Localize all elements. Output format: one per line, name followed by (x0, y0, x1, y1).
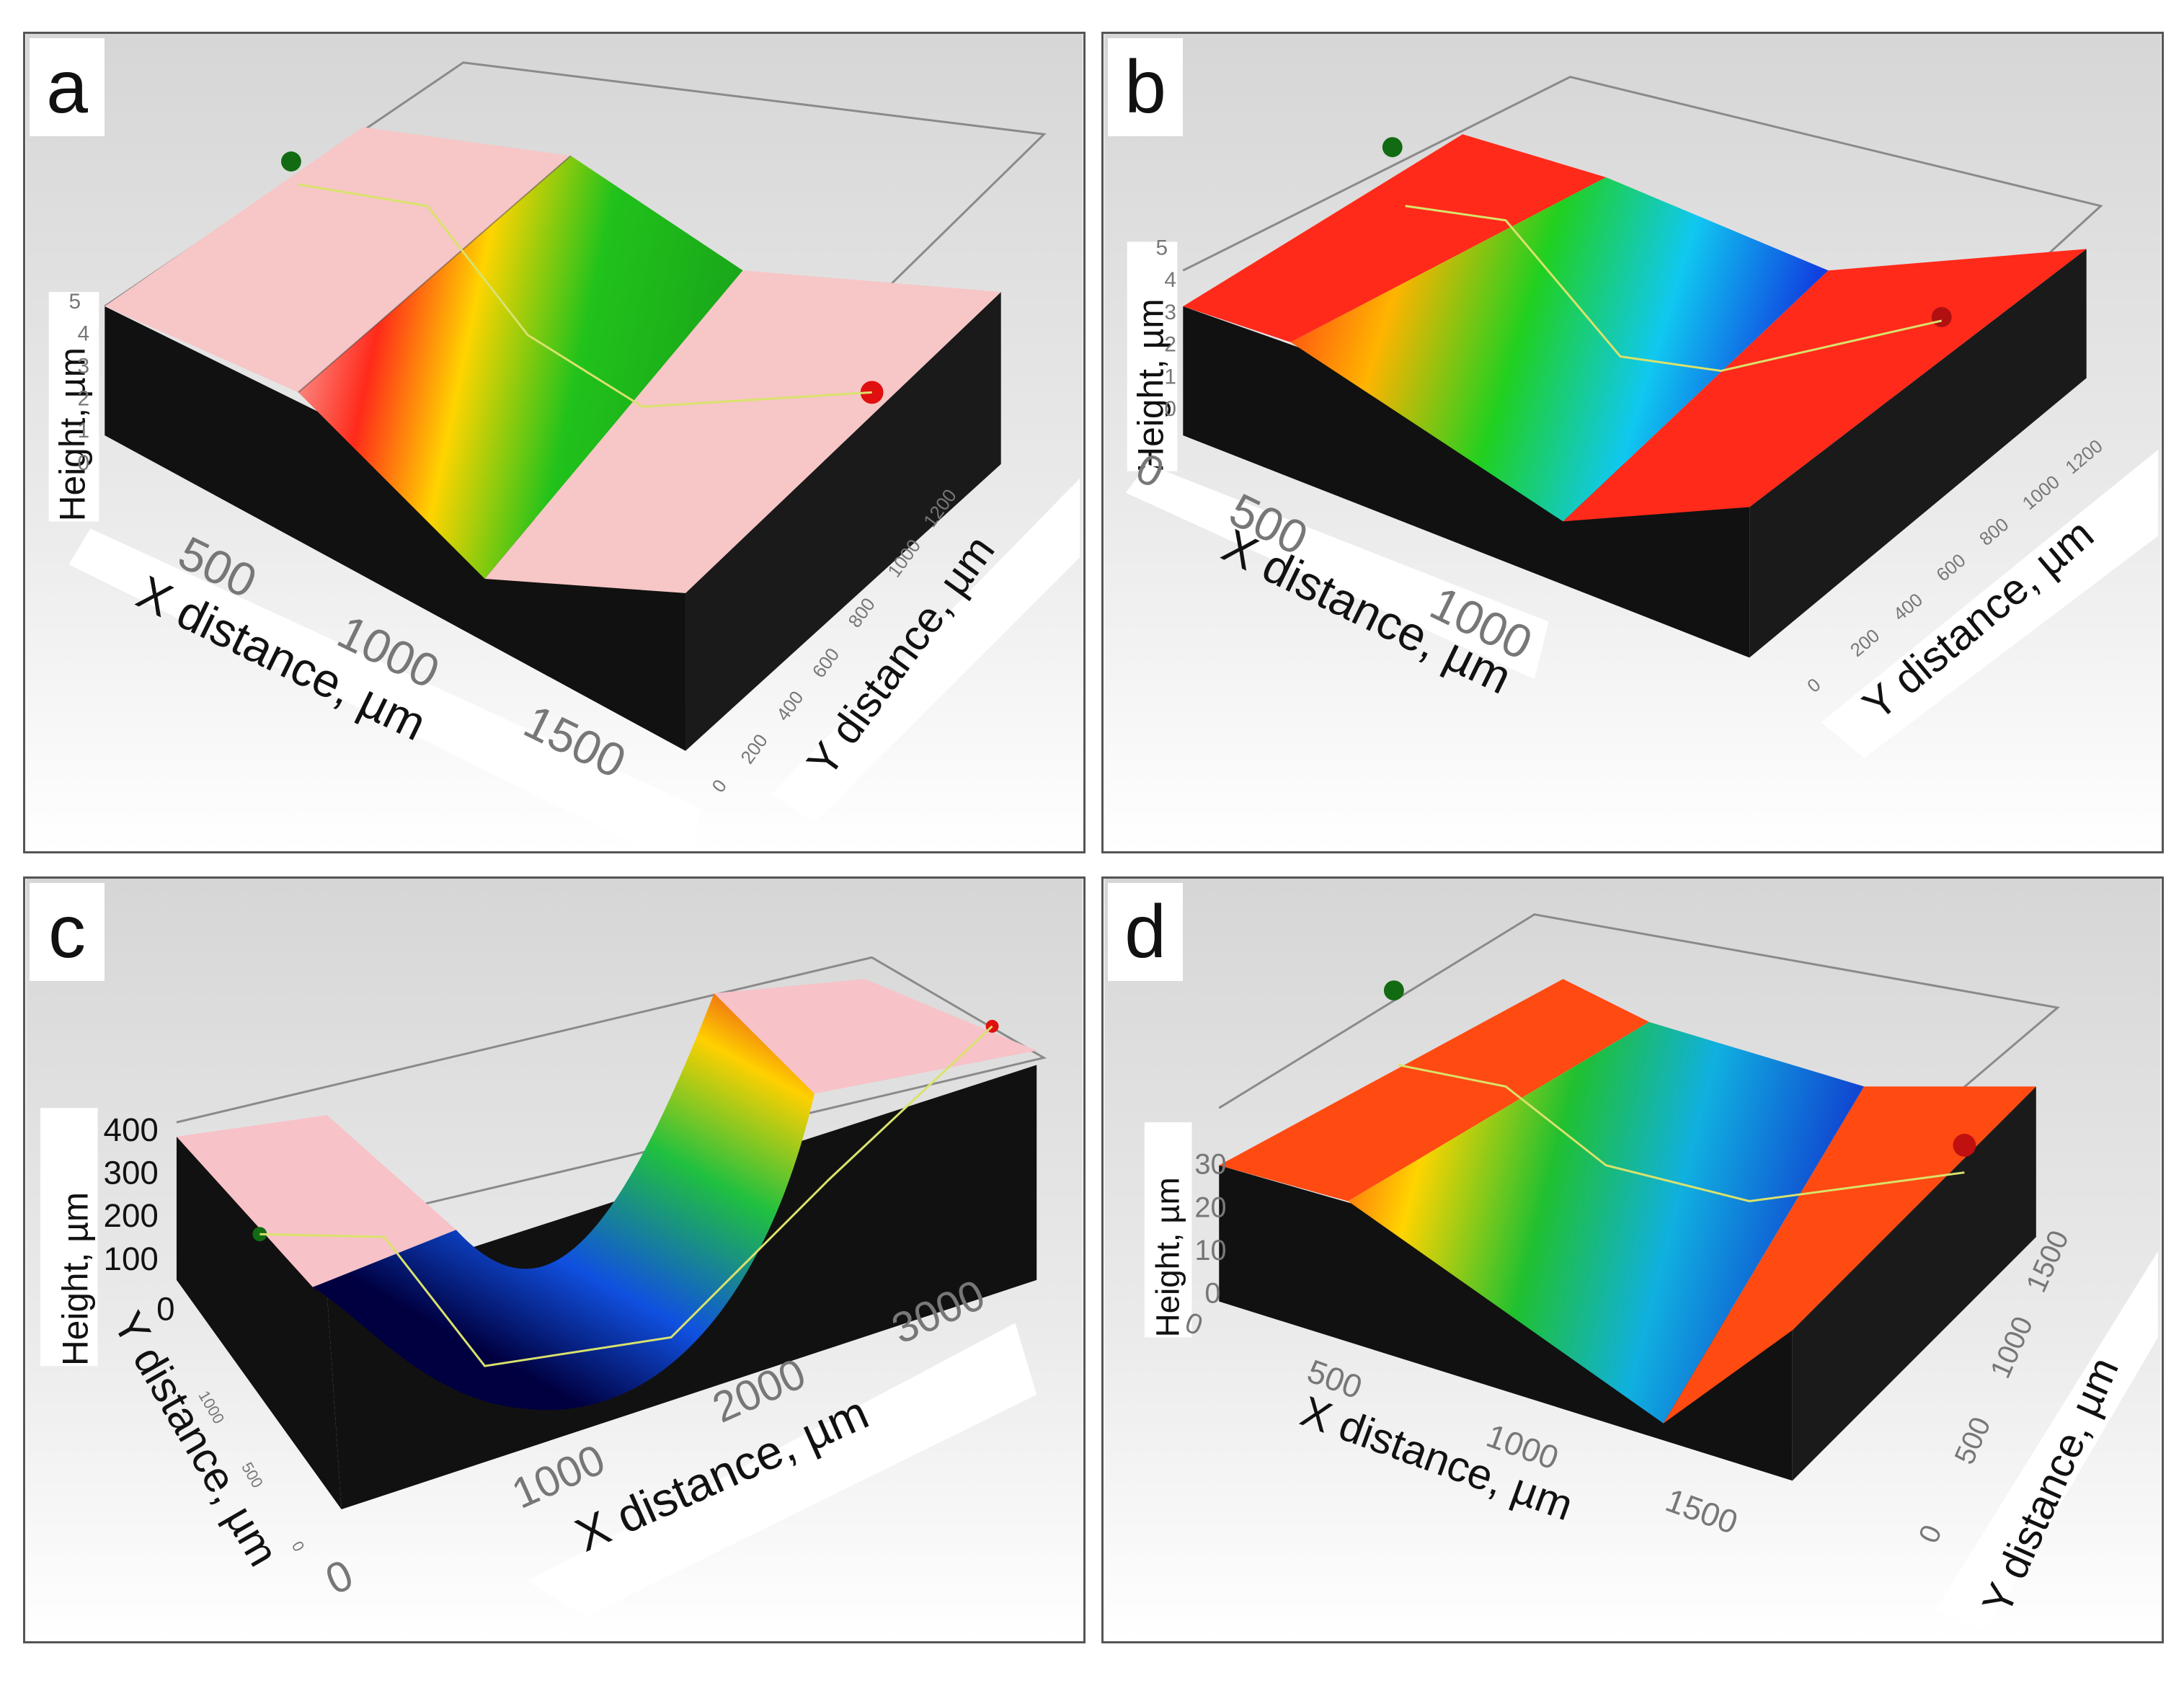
surface-plateau-left (176, 1115, 456, 1287)
height-tick: 300 (104, 1155, 159, 1191)
end-marker (1931, 306, 1952, 327)
surface-plateau-left (105, 127, 571, 393)
panel-label: b (1108, 38, 1183, 136)
height-tick: 0 (1204, 1278, 1220, 1310)
y-axis-label-box (771, 478, 1080, 823)
panel-a: Height, µm 5 4 3 2 1 0 X distance, µm 50… (23, 32, 1086, 853)
profile-line (298, 183, 872, 408)
surface-plot-c: Height, µm 400 300 200 100 0 X distance,… (26, 879, 1083, 1641)
surface-plateau-right (1563, 249, 2087, 522)
panel-c: Height, µm 400 300 200 100 0 X distance,… (23, 876, 1086, 1643)
height-axis-label: Height, µm (52, 347, 92, 521)
base-front-face (1183, 306, 1750, 658)
height-tick: 5 (1156, 236, 1168, 259)
height-tick: 0 (156, 1291, 174, 1328)
height-tick: 20 (1194, 1191, 1226, 1223)
surface-plateau-left (1183, 134, 1607, 342)
height-tick: 2 (1164, 333, 1176, 357)
height-tick: 0 (78, 451, 90, 475)
height-axis-label: Height, µm (1150, 1177, 1186, 1337)
base-front-face (105, 306, 686, 751)
surface-plateau-right (1663, 1086, 2036, 1424)
surface-plateau-left (1219, 979, 1649, 1202)
start-marker (1382, 137, 1403, 158)
profile-line (259, 1025, 993, 1367)
height-tick: 200 (104, 1197, 159, 1234)
profile-line (1398, 1064, 1965, 1202)
height-tick: 4 (1164, 268, 1176, 292)
height-tick: 5 (69, 290, 81, 314)
surface-plot-a: Height, µm 5 4 3 2 1 0 X distance, µm 50… (25, 34, 1083, 851)
height-axis-label: Height, µm (1130, 298, 1171, 472)
surface-plot-b: Height, µm 5 4 3 2 1 0 X distance, µm 0 … (1104, 34, 2162, 851)
surface-plateau-right (714, 979, 1037, 1094)
height-tick: 10 (1194, 1235, 1226, 1266)
surface-trench (298, 156, 743, 579)
base-side-face (685, 292, 1001, 751)
height-tick: 2 (78, 386, 90, 410)
height-axis-label-box (1127, 241, 1178, 471)
surface-trench (1290, 177, 1829, 522)
height-tick: 30 (1194, 1149, 1226, 1181)
surface-plot-d: Height, µm 30 20 10 0 X distance, µm 0 5… (1104, 879, 2161, 1641)
height-axis-label-box (40, 1108, 98, 1367)
panel-d: Height, µm 30 20 10 0 X distance, µm 0 5… (1101, 876, 2164, 1643)
panel-b: Height, µm 5 4 3 2 1 0 X distance, µm 0 … (1101, 32, 2164, 853)
panel-label: c (30, 883, 105, 981)
y-axis-label-box (1935, 1251, 2158, 1632)
height-tick: 1 (78, 419, 90, 443)
height-tick: 1 (1164, 365, 1176, 389)
base-front-face (176, 1136, 342, 1510)
start-marker (1383, 980, 1404, 1001)
height-tick: 3 (1164, 301, 1176, 324)
panel-label: d (1108, 883, 1183, 981)
height-axis-label-box (48, 292, 99, 522)
base-side-face (1749, 249, 2087, 658)
height-tick: 0 (1164, 397, 1176, 421)
height-tick: 400 (104, 1111, 159, 1148)
height-axis-label-box (1144, 1122, 1192, 1338)
height-tick: 100 (104, 1240, 159, 1277)
y-axis-label-box (1821, 449, 2159, 758)
height-axis-label: Height, µm (56, 1192, 96, 1366)
x-axis-label-box (528, 1323, 1037, 1617)
x-axis-label-box (1125, 463, 1549, 680)
surface-plateau-right (484, 270, 1001, 593)
profile-line (1405, 205, 1943, 373)
end-marker (1953, 1133, 1976, 1157)
start-marker (281, 151, 301, 172)
panel-label: a (30, 38, 105, 136)
x-axis-label-box (68, 528, 700, 851)
base-side-face (1792, 1086, 2036, 1481)
height-tick: 3 (78, 355, 90, 378)
height-tick: 4 (78, 322, 90, 346)
surface-trench (1348, 1021, 1865, 1424)
